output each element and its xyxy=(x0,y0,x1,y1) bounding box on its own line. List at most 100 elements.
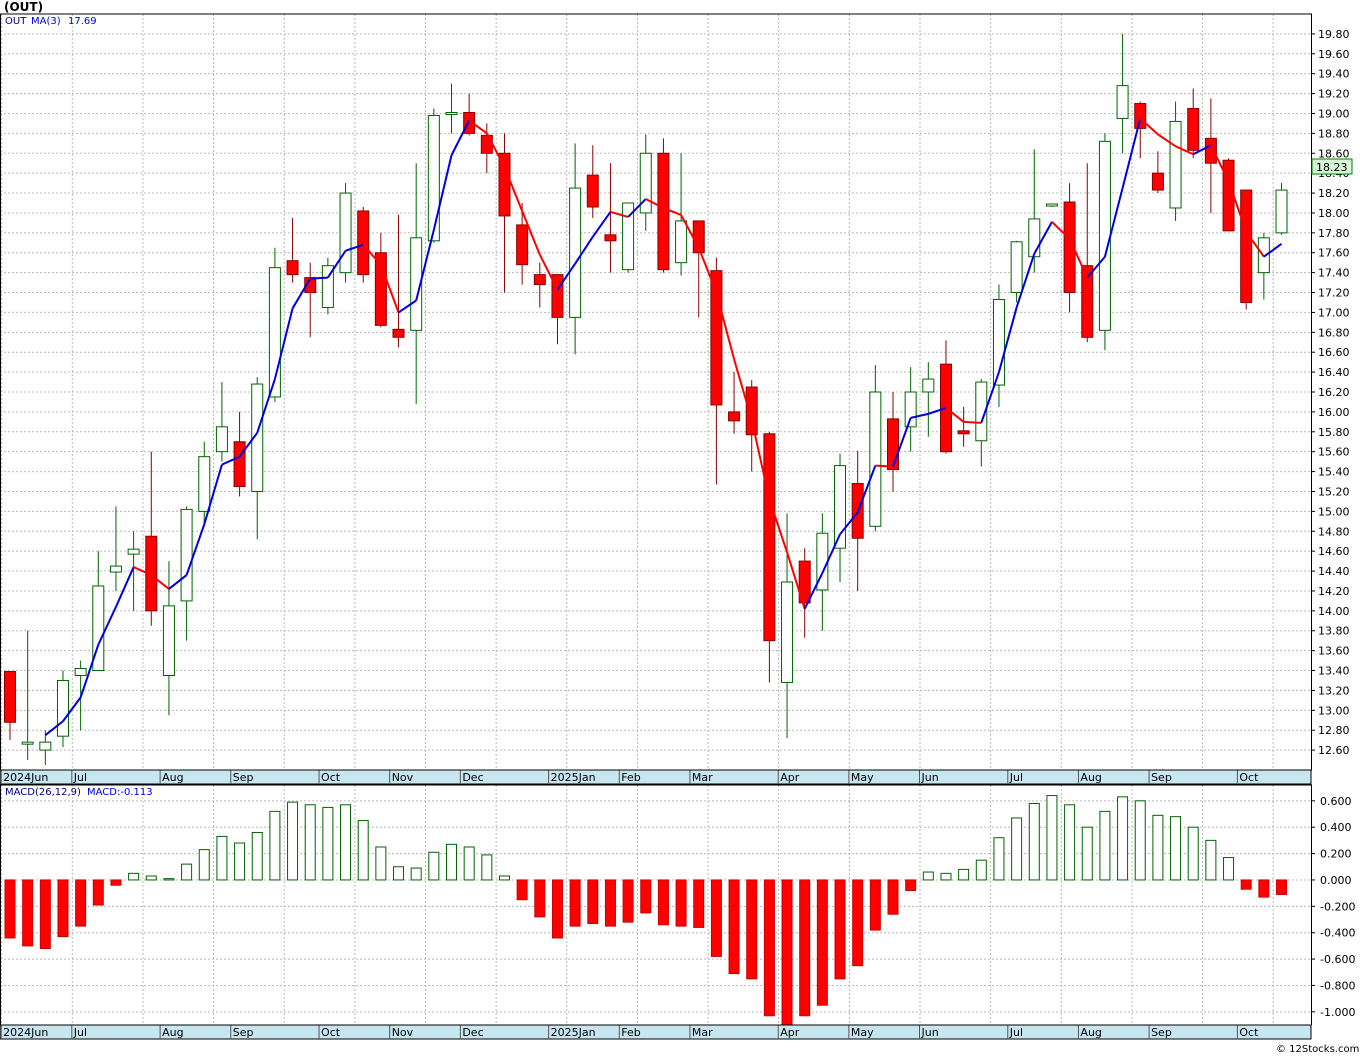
candle-body-down xyxy=(798,560,811,604)
macd-bar-positive xyxy=(1134,800,1146,881)
candle xyxy=(374,232,387,328)
macd-bar-positive xyxy=(234,842,246,881)
ma-segment xyxy=(1051,221,1071,240)
candle xyxy=(392,214,405,348)
price-tick-label: 19.60 xyxy=(1318,48,1350,61)
price-tick-label: 16.60 xyxy=(1318,346,1350,359)
macd-bar-positive xyxy=(198,849,210,881)
top-month-axis-label: Oct xyxy=(1239,771,1259,784)
macd-bar-positive xyxy=(375,846,387,881)
candle xyxy=(622,202,635,273)
macd-bar-negative xyxy=(4,879,16,939)
candle-body-down xyxy=(357,210,370,276)
ma-segment xyxy=(821,533,841,574)
ma-segment xyxy=(963,420,982,424)
macd-bar-negative xyxy=(604,879,616,927)
ma-segment xyxy=(1227,180,1248,233)
candle-body-down xyxy=(939,363,952,453)
candle-body-down xyxy=(728,411,741,422)
ma-segment xyxy=(273,308,294,380)
candle-body-down xyxy=(551,274,564,318)
bottom-month-axis-label: Sep xyxy=(1151,1026,1172,1039)
candle-body-up xyxy=(904,391,917,428)
ma-segment xyxy=(468,119,488,135)
macd-bar-positive xyxy=(1028,802,1040,881)
macd-bar-positive xyxy=(163,878,175,881)
candle xyxy=(745,380,758,472)
macd-tick-label: -0.800 xyxy=(1320,979,1355,992)
ma-segment xyxy=(663,207,682,216)
candle-body-up xyxy=(180,508,193,602)
bottom-month-axis-label: Nov xyxy=(392,1026,414,1039)
candle xyxy=(1187,88,1200,159)
price-tick-label: 14.60 xyxy=(1318,545,1350,558)
ma-segment xyxy=(44,720,64,736)
legend-symbol: OUT xyxy=(5,16,27,27)
price-tick-label: 13.60 xyxy=(1318,645,1350,658)
top-month-axis-label: May xyxy=(851,771,874,784)
candle-body-down xyxy=(480,134,493,154)
price-tick-label: 13.40 xyxy=(1318,665,1350,678)
candle-body-down xyxy=(710,270,723,406)
candle-body-up xyxy=(410,237,423,331)
macd-bar-negative xyxy=(551,879,563,939)
macd-bar-negative xyxy=(587,879,599,924)
candle-body-up xyxy=(127,548,140,555)
macd-bar-negative xyxy=(728,879,740,975)
candle-body-down xyxy=(657,152,670,271)
bottom-month-axis-label: May xyxy=(851,1026,874,1039)
chart-title: (OUT) xyxy=(4,0,43,14)
candle xyxy=(834,453,847,582)
macd-bar-positive xyxy=(128,872,140,881)
candle-body-down xyxy=(745,386,758,436)
candle xyxy=(533,262,546,308)
candle-body-down xyxy=(586,174,599,208)
price-tick-label: 19.00 xyxy=(1318,107,1350,120)
candle-body-up xyxy=(1010,241,1023,294)
ma-segment xyxy=(345,243,364,252)
ma-segment xyxy=(697,247,718,293)
price-tick-label: 19.20 xyxy=(1318,88,1350,101)
ma-segment xyxy=(203,464,223,525)
candle-body-up xyxy=(1098,140,1111,331)
top-month-axis-label: Aug xyxy=(162,771,183,784)
ma-segment xyxy=(892,417,912,467)
ma-segment xyxy=(397,299,417,314)
candle xyxy=(957,406,970,447)
bottom-month-axis-label: Feb xyxy=(621,1026,640,1039)
macd-bar-negative xyxy=(569,879,581,927)
candle-body-up xyxy=(39,741,52,751)
ma-segment xyxy=(133,566,152,576)
price-tick-label: 15.80 xyxy=(1318,426,1350,439)
price-tick-label: 13.00 xyxy=(1318,704,1350,717)
candle xyxy=(215,382,228,462)
macd-bar-positive xyxy=(922,871,934,881)
macd-bar-positive xyxy=(1064,804,1076,881)
bottom-month-axis-label: Oct xyxy=(321,1026,341,1039)
macd-bar-negative xyxy=(22,879,34,947)
macd-bar-positive xyxy=(1099,810,1111,881)
ma-segment xyxy=(115,566,135,608)
top-month-axis-label: Sep xyxy=(233,771,254,784)
macd-bar-positive xyxy=(428,851,440,881)
candle xyxy=(1081,163,1094,343)
price-tick-label: 17.00 xyxy=(1318,306,1350,319)
bottom-month-axis-label: Sep xyxy=(233,1026,254,1039)
ma-segment xyxy=(980,371,1000,424)
candle-body-up xyxy=(109,565,122,573)
top-month-axis-label: Nov xyxy=(392,771,414,784)
candle xyxy=(1045,203,1058,207)
macd-histogram xyxy=(4,795,1288,1030)
ma-segment xyxy=(485,132,506,168)
ma-segment xyxy=(62,696,82,722)
top-month-axis-label: Oct xyxy=(321,771,341,784)
candle xyxy=(728,372,741,434)
ma-segment xyxy=(1033,221,1053,255)
candle xyxy=(1134,101,1147,159)
candle-body-down xyxy=(1187,108,1200,151)
candle xyxy=(321,257,334,315)
price-tick-label: 18.60 xyxy=(1318,147,1350,160)
candle-body-up xyxy=(781,581,794,683)
candle-body-down xyxy=(957,430,970,435)
